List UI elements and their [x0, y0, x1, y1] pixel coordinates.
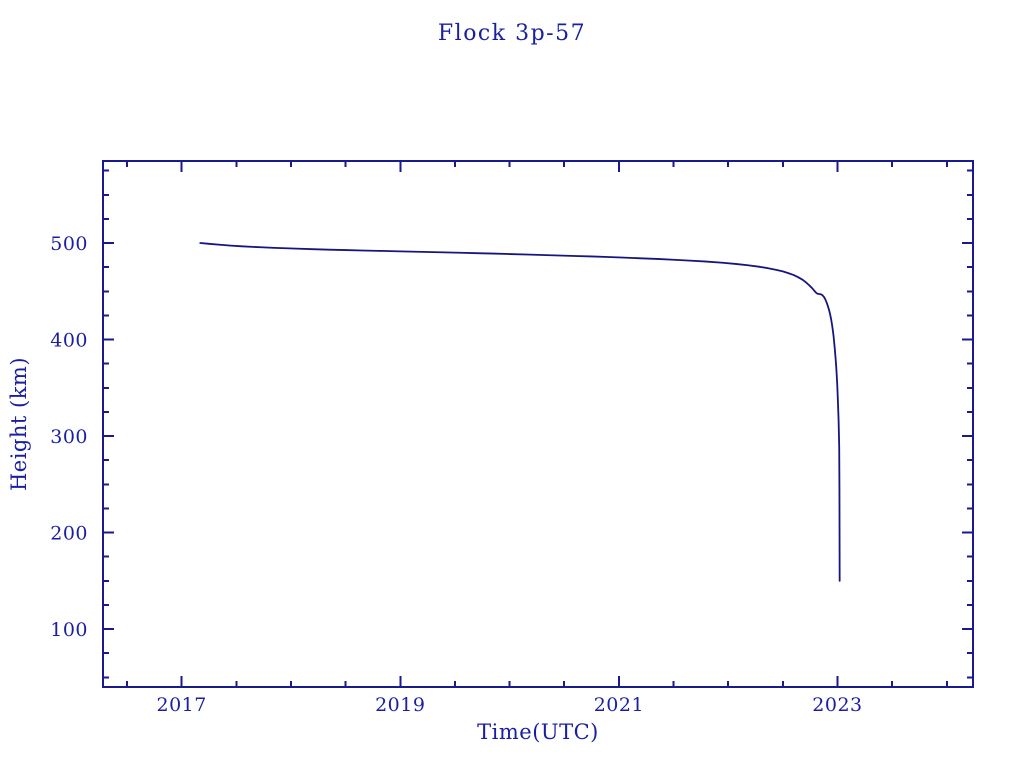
axis-titles: Time(UTC) Height (km) — [7, 357, 599, 744]
plot-border — [102, 160, 974, 688]
x-tick-label: 2023 — [812, 694, 862, 716]
y-axis-tick-labels: 100 200 300 400 500 — [50, 233, 88, 641]
x-axis-tick-labels: 2017 2019 2021 2023 — [157, 694, 863, 716]
y-tick-label: 300 — [50, 426, 88, 448]
y-axis-ticks — [103, 169, 973, 679]
y-tick-label: 500 — [50, 233, 88, 255]
x-axis-ticks — [126, 161, 948, 687]
x-tick-label: 2019 — [375, 694, 425, 716]
y-tick-label: 400 — [50, 330, 88, 352]
chart-title: Flock 3p-57 — [438, 21, 586, 46]
y-tick-label: 200 — [50, 523, 88, 545]
y-tick-label: 100 — [50, 619, 88, 641]
plot-frame — [102, 160, 974, 688]
x-axis-title: Time(UTC) — [477, 720, 599, 744]
chart-title-group: Flock 3p-57 — [438, 21, 586, 46]
data-series-group — [199, 242, 841, 582]
series-line-flock-3p-57 — [199, 242, 841, 582]
x-tick-label: 2021 — [594, 694, 644, 716]
y-axis-title: Height (km) — [7, 357, 31, 491]
x-tick-label: 2017 — [157, 694, 207, 716]
